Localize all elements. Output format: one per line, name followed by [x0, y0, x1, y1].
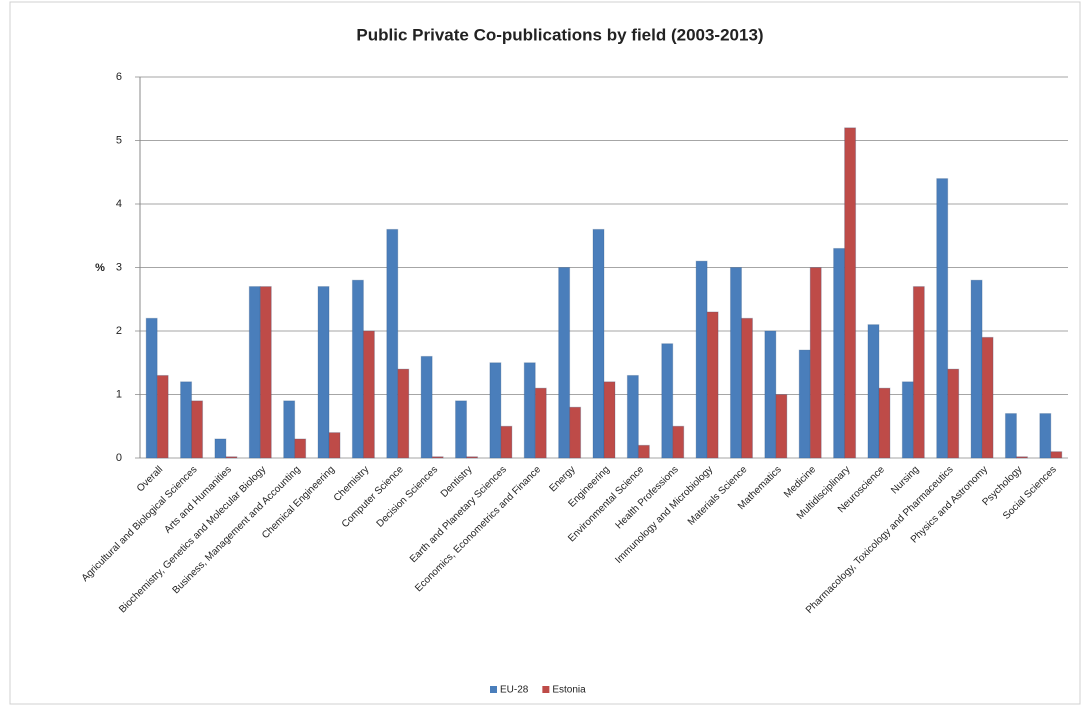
bar — [248, 286, 261, 459]
bar — [259, 286, 272, 459]
bar — [844, 127, 857, 459]
bar — [351, 279, 364, 459]
legend-label: EU-28 — [500, 685, 529, 696]
x-tick-label: Decision Sciences — [375, 464, 441, 530]
bar — [420, 355, 433, 459]
bar — [1015, 456, 1028, 459]
bar — [740, 317, 753, 459]
bar — [386, 228, 399, 459]
bar — [569, 406, 582, 459]
x-tick-label: Dentistry — [439, 464, 475, 500]
y-tick-label: 0 — [116, 452, 122, 464]
bar — [225, 456, 238, 459]
bar — [294, 438, 307, 459]
bar — [534, 387, 547, 459]
legend-swatch — [490, 686, 497, 693]
bar — [901, 381, 914, 459]
x-tick-label: Materials Science — [686, 464, 750, 528]
bar — [362, 330, 375, 459]
bar — [317, 286, 330, 459]
bar — [764, 330, 777, 459]
bar — [1039, 413, 1052, 459]
bar — [867, 324, 880, 459]
bar — [397, 368, 410, 459]
bar — [947, 368, 960, 459]
x-tick-label: Nursing — [889, 464, 921, 496]
x-tick-label: Overall — [135, 464, 165, 494]
bar — [180, 381, 193, 459]
bar — [191, 400, 204, 459]
bar — [706, 311, 719, 459]
x-tick-label: Energy — [547, 464, 577, 494]
y-axis-label: % — [95, 262, 105, 274]
y-tick-label: 2 — [116, 325, 122, 337]
y-tick-label: 5 — [116, 134, 122, 146]
bar — [878, 387, 891, 459]
bar — [523, 362, 536, 459]
x-tick-label: Computer Science — [340, 464, 406, 530]
bar — [592, 228, 605, 459]
y-tick-label: 3 — [116, 261, 122, 273]
bar — [661, 343, 674, 459]
bar — [809, 267, 822, 459]
y-tick-label: 4 — [116, 198, 122, 210]
bar — [156, 374, 169, 459]
bar — [637, 444, 650, 459]
bar — [695, 260, 708, 459]
bar — [1050, 451, 1063, 459]
bar — [1004, 413, 1017, 459]
bar — [833, 247, 846, 459]
bar — [775, 394, 788, 459]
x-tick-label: Arts and Humanities — [162, 464, 233, 535]
bar — [936, 178, 949, 459]
bar — [970, 279, 983, 459]
bar — [145, 317, 158, 459]
bar — [729, 267, 742, 459]
bar — [672, 425, 685, 459]
x-tick-label: Business, Management and Accounting — [171, 464, 303, 596]
y-tick-label: 1 — [116, 388, 122, 400]
bar — [603, 381, 616, 459]
x-tick-label: Health Professions — [614, 464, 681, 531]
bar — [489, 362, 502, 459]
legend-swatch — [542, 686, 550, 693]
bar — [431, 456, 444, 459]
bar — [328, 432, 341, 459]
bar — [214, 438, 227, 459]
bar — [283, 400, 296, 459]
x-tick-label: Economics, Econometrics and Finance — [413, 464, 543, 594]
bar — [981, 336, 994, 459]
bar — [558, 267, 571, 459]
chart-title: Public Private Co-publications by field … — [356, 25, 763, 44]
chart-frame — [9, 1, 1081, 705]
bar — [455, 400, 468, 459]
bar — [798, 349, 811, 459]
y-tick-label: 6 — [116, 71, 122, 83]
bar — [500, 425, 513, 459]
bar — [466, 456, 479, 459]
legend-label: Estonia — [552, 685, 586, 696]
bar — [912, 286, 925, 459]
bar — [626, 374, 639, 459]
